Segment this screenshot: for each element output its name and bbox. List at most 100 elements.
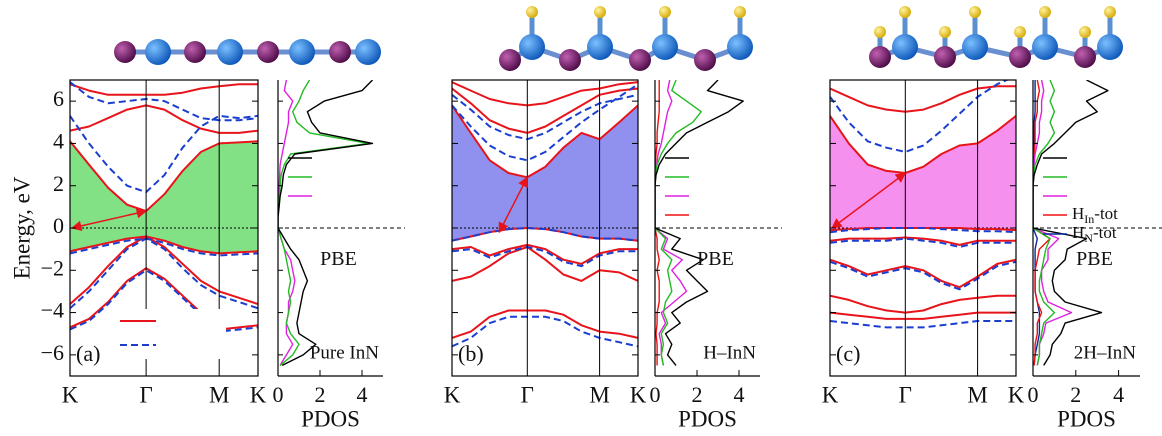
structure-models bbox=[114, 6, 1123, 71]
x-tick-label: 0 bbox=[650, 382, 661, 407]
plot-area bbox=[70, 82, 258, 332]
method-label: PBE bbox=[1076, 248, 1113, 270]
pdos-line bbox=[1033, 80, 1054, 365]
x-tick-label: Γ bbox=[899, 382, 912, 407]
x-axis-title: PDOS bbox=[678, 406, 737, 431]
atom bbox=[355, 39, 381, 65]
method-label: PBE bbox=[320, 248, 357, 270]
band-line bbox=[830, 313, 1016, 319]
atom bbox=[962, 34, 988, 60]
atom bbox=[329, 41, 351, 63]
band-line bbox=[70, 105, 258, 132]
atom bbox=[939, 26, 951, 38]
plot-area bbox=[655, 80, 743, 365]
figure: −6−4−20246KΓMK(a)Energy, eV024PDOSPBEPur… bbox=[0, 0, 1162, 436]
x-tick-label: Γ bbox=[521, 382, 534, 407]
atom bbox=[874, 26, 886, 38]
band-line bbox=[452, 311, 638, 338]
gap-fill bbox=[70, 141, 258, 253]
atom bbox=[1074, 46, 1096, 68]
y-tick-label: 0 bbox=[53, 213, 64, 238]
atom bbox=[1097, 34, 1123, 60]
atom bbox=[217, 39, 243, 65]
x-tick-label: K bbox=[62, 382, 79, 407]
legend-label-part: H bbox=[1072, 204, 1084, 223]
x-tick-label: 4 bbox=[357, 382, 368, 407]
atom bbox=[587, 34, 613, 60]
panel-label: (a) bbox=[76, 341, 100, 366]
pdos-line bbox=[278, 80, 373, 365]
y-axis-title: Energy, eV bbox=[9, 176, 34, 279]
atom bbox=[114, 41, 136, 63]
atom bbox=[499, 49, 521, 71]
band-line bbox=[830, 296, 1016, 313]
x-tick-label: 4 bbox=[1113, 382, 1124, 407]
atom bbox=[1009, 46, 1031, 68]
atom bbox=[934, 46, 956, 68]
atom bbox=[1032, 34, 1058, 60]
pdos-line bbox=[1033, 80, 1039, 365]
x-tick-label: 4 bbox=[734, 382, 745, 407]
method-label: PBE bbox=[697, 248, 734, 270]
pdos-line bbox=[655, 80, 743, 365]
y-tick-label: −2 bbox=[41, 255, 64, 280]
atom bbox=[594, 6, 606, 18]
x-axis-title: PDOS bbox=[301, 406, 360, 431]
atom bbox=[1104, 6, 1116, 18]
plot-area bbox=[278, 80, 373, 365]
legend-box bbox=[116, 309, 226, 359]
x-tick-label: M bbox=[209, 382, 229, 407]
legend-label-part: -tot bbox=[1093, 223, 1117, 242]
x-tick-label: 2 bbox=[315, 382, 326, 407]
y-tick-label: −6 bbox=[41, 340, 64, 365]
x-tick-label: Γ bbox=[139, 382, 152, 407]
plot-area bbox=[452, 82, 638, 346]
band-line bbox=[830, 260, 1016, 288]
band-line bbox=[70, 82, 258, 120]
panel-label: (b) bbox=[458, 341, 484, 366]
atom bbox=[892, 34, 918, 60]
y-tick-label: 6 bbox=[53, 86, 64, 111]
plot-area bbox=[830, 76, 1016, 328]
system-label: H–InN bbox=[703, 342, 756, 363]
y-tick-label: 4 bbox=[53, 128, 64, 153]
pdos-line bbox=[278, 80, 368, 365]
x-tick-label: M bbox=[967, 382, 987, 407]
band-line bbox=[830, 262, 1016, 290]
atom bbox=[899, 6, 911, 18]
atom bbox=[257, 41, 279, 63]
gap-fill bbox=[830, 116, 1016, 230]
x-tick-label: K bbox=[822, 382, 839, 407]
atom bbox=[734, 6, 746, 18]
system-label: Pure InN bbox=[310, 342, 379, 363]
y-tick-label: 2 bbox=[53, 171, 64, 196]
atom bbox=[1039, 6, 1051, 18]
x-axis-title: PDOS bbox=[1057, 406, 1116, 431]
x-tick-label: K bbox=[630, 382, 647, 407]
x-tick-label: 2 bbox=[1070, 382, 1081, 407]
atom bbox=[869, 46, 891, 68]
atom bbox=[1014, 26, 1026, 38]
panel-label: (c) bbox=[836, 341, 860, 366]
band-line bbox=[452, 245, 638, 264]
atom bbox=[694, 49, 716, 71]
x-tick-label: 0 bbox=[1028, 382, 1039, 407]
band-line bbox=[70, 84, 258, 95]
x-tick-label: 0 bbox=[273, 382, 284, 407]
legend-label-part: -tot bbox=[1094, 204, 1118, 223]
atom bbox=[1079, 26, 1091, 38]
legend-label-part: H bbox=[1072, 223, 1084, 242]
atom bbox=[969, 6, 981, 18]
legend-label-sub: N bbox=[1084, 231, 1093, 245]
legend-label: HN-tot bbox=[1072, 223, 1117, 245]
x-tick-label: M bbox=[589, 382, 609, 407]
atom bbox=[652, 34, 678, 60]
atom bbox=[659, 6, 671, 18]
system-label: 2H–InN bbox=[1074, 342, 1137, 363]
atom bbox=[526, 6, 538, 18]
atom bbox=[559, 49, 581, 71]
x-tick-label: K bbox=[1008, 382, 1025, 407]
atom bbox=[145, 39, 171, 65]
y-tick-label: −4 bbox=[41, 298, 64, 323]
x-tick-label: 2 bbox=[692, 382, 703, 407]
